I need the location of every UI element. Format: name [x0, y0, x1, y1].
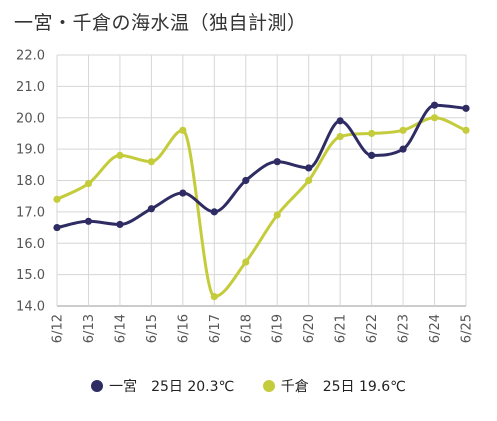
data-point-chikura — [210, 292, 218, 301]
data-point-ichinomiya — [273, 158, 281, 166]
y-tick-label: 17.0 — [16, 205, 45, 220]
y-tick-label: 20.0 — [16, 111, 45, 126]
data-point-chikura — [53, 195, 61, 203]
x-tick-label: 6/14 — [113, 314, 128, 343]
data-point-chikura — [273, 211, 281, 219]
y-tick-label: 15.0 — [16, 268, 45, 283]
data-point-chikura — [305, 176, 313, 185]
data-point-chikura — [147, 158, 155, 166]
x-tick-label: 6/20 — [302, 314, 317, 343]
data-point-chikura — [430, 114, 439, 122]
data-point-chikura — [84, 180, 93, 188]
x-tick-label: 6/19 — [271, 314, 286, 343]
y-tick-label: 14.0 — [16, 300, 45, 315]
chart-title: 一宮・千倉の海水温（独自計測） — [14, 12, 307, 34]
legend: 一宮 25日 20.3℃ 千倉 25日 19.6℃ — [0, 376, 497, 396]
data-point-ichinomiya — [305, 164, 313, 172]
x-tick-label: 6/25 — [460, 314, 475, 343]
data-point-ichinomiya — [179, 189, 187, 197]
data-point-chikura — [242, 258, 250, 266]
data-point-chikura — [462, 126, 470, 134]
legend-item-ichinomiya[interactable]: 一宮 25日 20.3℃ — [91, 376, 234, 396]
legend-dot-ichinomiya — [91, 380, 104, 392]
x-tick-label: 6/12 — [51, 314, 66, 343]
y-tick-label: 19.0 — [16, 143, 45, 158]
data-point-ichinomiya — [399, 145, 407, 153]
legend-label-ichinomiya: 一宮 — [109, 379, 138, 395]
data-point-chikura — [368, 129, 376, 138]
x-tick-label: 6/21 — [334, 314, 349, 343]
x-tick-label: 6/15 — [145, 314, 160, 343]
series-line-chikura — [55, 116, 468, 299]
y-tick-label: 21.0 — [16, 80, 45, 95]
y-tick-label: 16.0 — [16, 237, 45, 252]
series-layer — [53, 101, 470, 301]
legend-latest-chikura: 25日 19.6℃ — [322, 379, 406, 395]
x-tick-label: 6/16 — [176, 314, 191, 343]
x-tick-label: 6/17 — [208, 314, 223, 343]
data-point-ichinomiya — [53, 223, 61, 232]
axes: 14.0 15.0 16.0 17.0 18.0 19.0 20.0 21.0 22.0 6/12… — [16, 49, 474, 344]
legend-latest-ichinomiya: 25日 20.3℃ — [151, 379, 235, 395]
data-point-chikura — [399, 126, 407, 134]
data-point-ichinomiya — [368, 151, 376, 159]
x-tick-label: 6/18 — [239, 314, 254, 343]
data-point-ichinomiya — [430, 101, 439, 109]
legend-dot-chikura — [262, 380, 275, 392]
data-point-ichinomiya — [242, 176, 250, 185]
x-tick-label: 6/23 — [397, 314, 412, 343]
x-tick-label: 6/24 — [428, 314, 443, 343]
x-tick-label: 6/13 — [82, 314, 97, 343]
legend-item-chikura[interactable]: 千倉 25日 19.6℃ — [262, 376, 406, 396]
data-point-chikura — [336, 132, 344, 141]
data-point-chikura — [116, 151, 124, 159]
y-tick-label: 18.0 — [16, 174, 45, 189]
data-point-ichinomiya — [462, 104, 470, 112]
data-point-ichinomiya — [147, 205, 155, 213]
data-point-ichinomiya — [336, 117, 344, 125]
data-point-chikura — [179, 126, 187, 134]
grid — [56, 54, 467, 307]
series-line-ichinomiya — [55, 103, 468, 230]
data-point-ichinomiya — [116, 220, 124, 229]
data-point-ichinomiya — [210, 208, 218, 216]
y-tick-label: 22.0 — [16, 49, 45, 64]
legend-label-chikura: 千倉 — [280, 379, 309, 395]
data-point-ichinomiya — [84, 217, 93, 225]
x-tick-label: 6/22 — [365, 314, 380, 343]
